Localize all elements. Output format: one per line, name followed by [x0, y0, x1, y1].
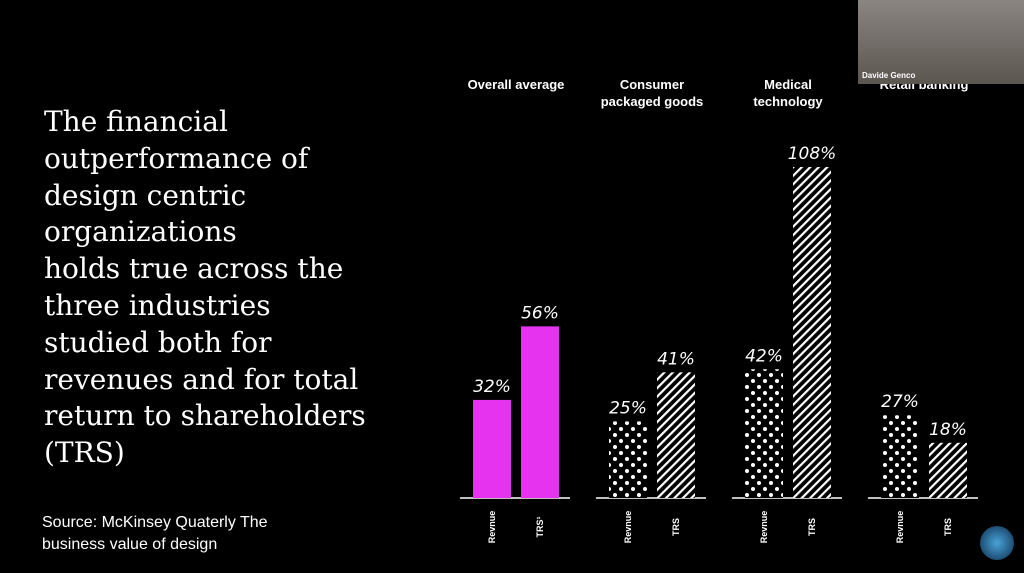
source-line: Source: McKinsey Quaterly The	[42, 514, 268, 531]
bar	[745, 369, 783, 498]
bar-label: TRS¹	[535, 517, 545, 538]
headline-line: design centric	[44, 178, 247, 212]
headline-line: (TRS)	[44, 436, 125, 470]
headline-line: outperformance of	[44, 141, 309, 175]
source: Source: McKinsey Quaterly The business va…	[42, 512, 268, 556]
headline-line: three industries	[44, 288, 271, 322]
headline-line: studied both for	[44, 325, 272, 359]
group-header: Medical technology	[753, 77, 823, 109]
value-label: 32%	[473, 377, 511, 397]
bar	[881, 415, 919, 498]
value-label: 27%	[881, 392, 919, 412]
headline-line: revenues and for total	[44, 362, 359, 396]
bar-label: TRS	[807, 518, 817, 536]
headline-line: The financial	[44, 105, 228, 138]
participant-name: Davide Genco	[862, 71, 916, 80]
bar	[473, 399, 511, 498]
bar	[521, 326, 559, 498]
value-label: 41%	[657, 349, 695, 369]
bar-label: TRS	[671, 518, 681, 536]
bar-label: TRS	[943, 518, 953, 536]
headline-line: organizations	[44, 215, 237, 249]
bar	[609, 421, 647, 498]
assistant-icon[interactable]	[980, 526, 1014, 560]
headline: The financial outperformance of design cen…	[44, 104, 366, 472]
value-label: 25%	[609, 398, 647, 418]
bar-label: Revnue	[487, 511, 497, 544]
group-header: Overall average	[467, 77, 565, 92]
source-line: business value of design	[42, 536, 218, 553]
group-header: Consumer packaged goods	[600, 77, 704, 109]
bar-label: Revnue	[759, 511, 769, 544]
headline-line: holds true across the	[44, 252, 344, 286]
value-label: 18%	[929, 420, 967, 440]
value-label: 108%	[788, 144, 837, 164]
bar	[657, 372, 695, 498]
bar	[793, 166, 831, 499]
value-label: 56%	[521, 303, 559, 323]
headline-line: return to shareholders	[44, 399, 366, 433]
bar	[929, 442, 967, 498]
bar-label: Revnue	[623, 511, 633, 544]
video-tile: Davide Genco	[858, 0, 1024, 84]
value-label: 42%	[745, 346, 783, 366]
bar-label: Revnue	[895, 511, 905, 544]
